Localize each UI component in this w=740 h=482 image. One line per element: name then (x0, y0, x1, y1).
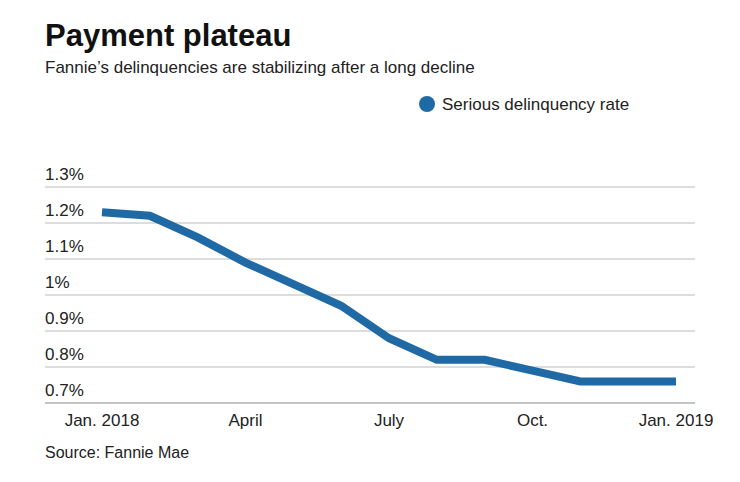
grid-line (45, 295, 695, 296)
source: Source: Fannie Mae (45, 444, 189, 461)
grid-line (45, 187, 695, 188)
y-tick-label: 1% (45, 273, 70, 292)
title: Payment plateau (45, 18, 291, 53)
grid (45, 187, 695, 403)
x-tick-label: Jan. 2018 (65, 411, 140, 430)
legend: Serious delinquency rate (419, 95, 629, 114)
grid-line (45, 367, 695, 368)
grid-line (45, 259, 695, 260)
y-tick-label: 1.1% (45, 237, 84, 256)
y-tick-label: 1.3% (45, 165, 84, 184)
x-tick-label: April (228, 411, 262, 430)
chart: Payment plateau Fannie’s delinquencies ar… (0, 0, 740, 482)
y-tick-label: 0.8% (45, 345, 84, 364)
legend-label: Serious delinquency rate (442, 95, 629, 114)
grid-line (45, 223, 695, 224)
series-line (102, 212, 676, 381)
x-tick-label: Jan. 2019 (639, 411, 714, 430)
grid-line (45, 331, 695, 332)
y-tick-label: 0.9% (45, 309, 84, 328)
grid-line (45, 403, 695, 404)
y-tick-label: 1.2% (45, 201, 84, 220)
series-group (102, 212, 676, 381)
x-tick-label: Oct. (517, 411, 548, 430)
legend-swatch (419, 96, 435, 112)
subtitle: Fannie’s delinquencies are stabilizing a… (45, 58, 475, 77)
x-tick-label: July (374, 411, 405, 430)
y-tick-label: 0.7% (45, 381, 84, 400)
